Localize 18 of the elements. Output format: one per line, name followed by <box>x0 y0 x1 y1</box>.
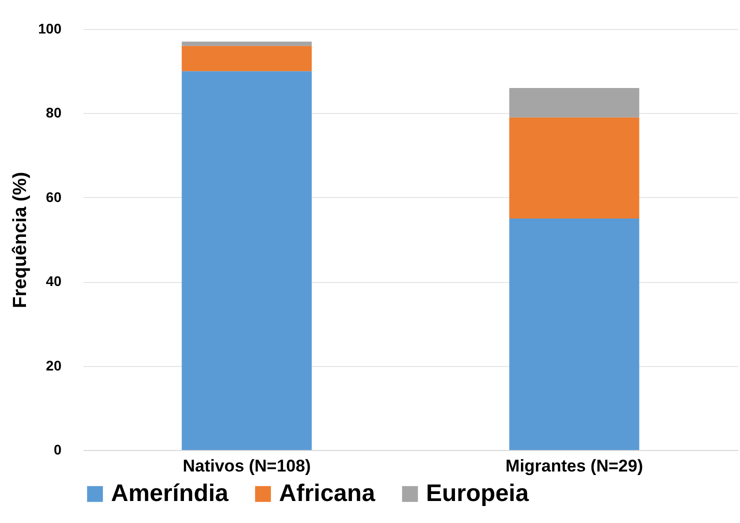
y-tick-label: 0 <box>54 442 62 458</box>
x-tick-label: Migrantes (N=29) <box>506 456 643 476</box>
bar <box>509 88 640 118</box>
bar <box>182 42 312 46</box>
y-tick-label: 100 <box>38 20 62 36</box>
y-tick-label: 20 <box>46 357 62 374</box>
bar <box>509 117 640 218</box>
bar <box>182 46 312 72</box>
y-tick-label: 80 <box>46 104 62 121</box>
bar <box>509 218 640 450</box>
legend-label: Ameríndia <box>111 480 230 507</box>
bar <box>182 71 312 450</box>
x-tick-label: Nativos (N=108) <box>182 456 311 476</box>
legend-label: Africana <box>279 480 376 507</box>
y-tick-label: 40 <box>46 273 62 290</box>
legend-label: Europeia <box>426 480 530 507</box>
y-tick-label: 60 <box>46 188 62 205</box>
y-axis-title: Frequência (%) <box>10 172 32 308</box>
